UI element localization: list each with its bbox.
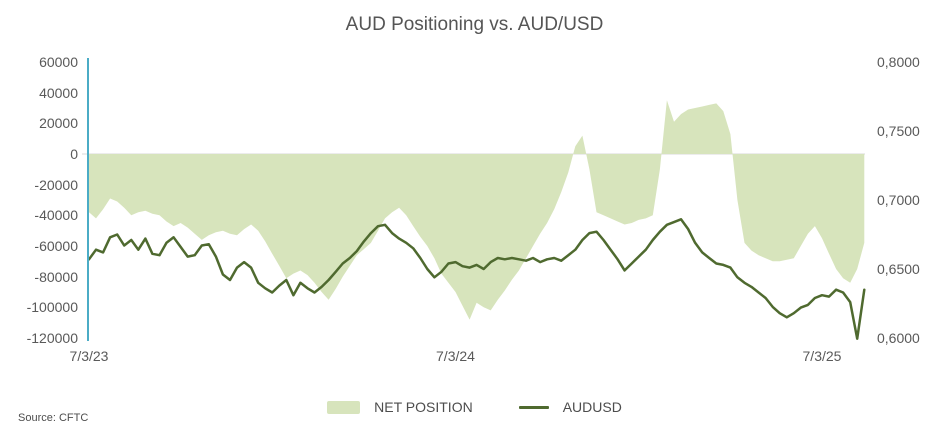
- y-axis-right-tick-label: 0,7000: [877, 192, 920, 208]
- x-axis-tick-label: 7/3/24: [436, 348, 475, 364]
- x-axis-tick-label: 7/3/25: [802, 348, 842, 364]
- x-axis-tick-label: 7/3/23: [69, 348, 109, 364]
- legend: NET POSITION AUDUSD: [0, 399, 949, 415]
- chart-title: AUD Positioning vs. AUD/USD: [345, 14, 604, 35]
- y-axis-left-tick-label: 20000: [39, 115, 78, 132]
- y-axis-left-tick-label: 40000: [39, 84, 78, 101]
- y-axis-left-tick-label: -80000: [34, 268, 78, 285]
- legend-item-audusd[interactable]: AUDUSD: [518, 399, 622, 415]
- y-axis-left-tick-label: 0: [70, 146, 78, 162]
- y-axis-right-tick-label: 0,8000: [877, 54, 920, 70]
- net-position-area-series: [89, 100, 865, 320]
- y-axis-left-tick-label: -120000: [26, 330, 78, 346]
- y-axis-left-tick-label: -100000: [26, 299, 78, 316]
- y-axis-left-tick-label: 60000: [39, 54, 78, 70]
- y-axis-right-tick-label: 0,6000: [877, 330, 920, 346]
- y-axis-left-tick-label: -40000: [34, 207, 78, 224]
- y-axis-left-tick-label: -60000: [34, 238, 78, 254]
- y-axis-left-tick-label: -20000: [34, 176, 78, 193]
- legend-label-net-position: NET POSITION: [374, 399, 473, 415]
- legend-item-net-position[interactable]: NET POSITION: [327, 399, 473, 415]
- legend-label-audusd: AUDUSD: [562, 399, 622, 415]
- audusd-line-series: [87, 218, 866, 340]
- y-axis-right-tick-label: 0,7500: [877, 123, 920, 139]
- net-position-area-swatch-icon: [327, 400, 361, 414]
- source-note: Source: CFTC: [18, 412, 89, 424]
- audusd-line-swatch-icon: [518, 405, 549, 409]
- y-axis-right-tick-label: 0,6500: [877, 261, 920, 277]
